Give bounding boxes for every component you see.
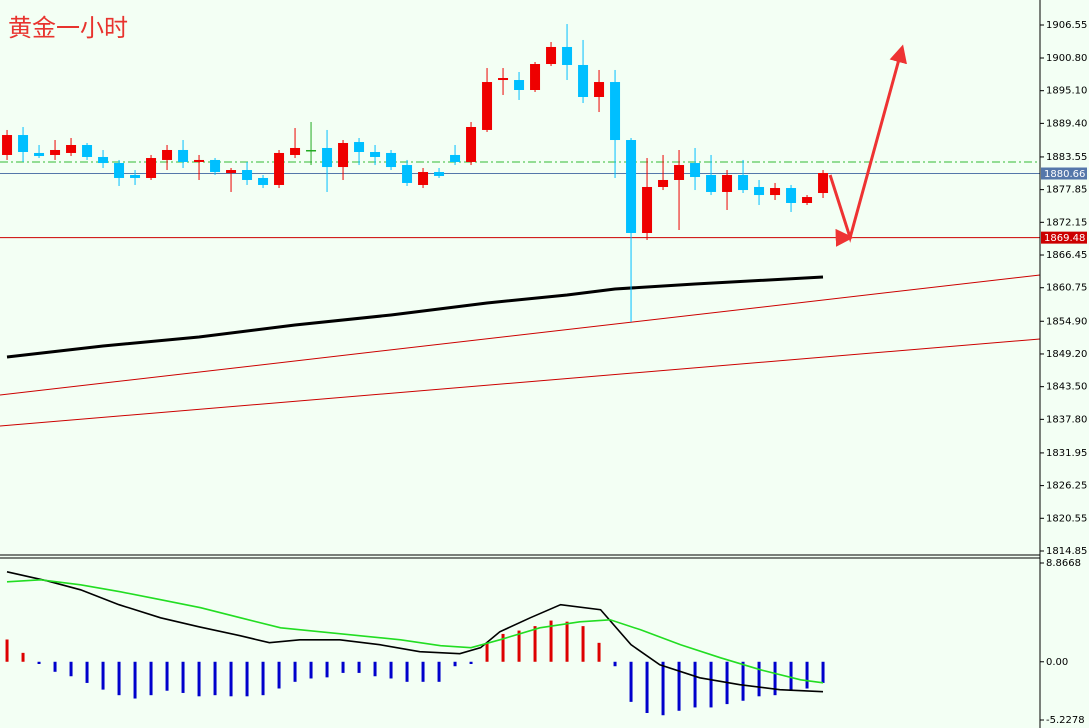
y-tick-label: 1837.80 bbox=[1046, 414, 1087, 425]
candle-body bbox=[450, 154, 461, 162]
candle-body bbox=[146, 158, 157, 178]
price-label: 1880.66 bbox=[1044, 169, 1085, 180]
candle-body bbox=[562, 46, 573, 65]
candle-body bbox=[674, 165, 685, 180]
y-tick-label: 1877.85 bbox=[1046, 185, 1087, 196]
y-tick-label: 1883.55 bbox=[1046, 152, 1087, 163]
candle-body bbox=[354, 142, 365, 152]
y-tick-label: 1826.25 bbox=[1046, 481, 1087, 492]
y-tick-label: 1895.10 bbox=[1046, 86, 1087, 97]
y-tick-label: 1831.95 bbox=[1046, 448, 1087, 459]
trendline bbox=[0, 274, 1041, 396]
y-tick-label: 1872.15 bbox=[1046, 217, 1087, 228]
candle-body bbox=[226, 170, 237, 173]
candle-body bbox=[386, 152, 397, 168]
candle-body bbox=[706, 175, 717, 192]
y-tick-label: 1849.20 bbox=[1046, 349, 1087, 360]
candle-body bbox=[178, 149, 189, 162]
candle-body bbox=[626, 140, 637, 233]
y-tick-label: 1906.55 bbox=[1046, 20, 1087, 31]
candle-body bbox=[594, 82, 605, 97]
price-label-box bbox=[1041, 231, 1087, 244]
candle-body bbox=[290, 147, 301, 155]
candle-body bbox=[610, 82, 621, 141]
candle-body bbox=[306, 149, 317, 152]
y-tick-label: 8.8668 bbox=[1046, 558, 1081, 569]
candle-body bbox=[162, 149, 173, 160]
candle-body bbox=[578, 64, 589, 97]
indicator-line bbox=[6, 571, 824, 693]
candle-body bbox=[418, 172, 429, 185]
candle-body bbox=[98, 156, 109, 164]
candle-body bbox=[194, 159, 205, 162]
candle-body bbox=[530, 64, 541, 90]
chart-title: 黄金一小时 bbox=[8, 14, 128, 42]
y-tick-label: 1866.45 bbox=[1046, 250, 1087, 261]
candle-body bbox=[514, 80, 525, 90]
candle-body bbox=[274, 152, 285, 185]
candle-body bbox=[322, 147, 333, 168]
candle-body bbox=[242, 170, 253, 180]
trendline bbox=[0, 338, 1041, 427]
candle-body bbox=[690, 163, 701, 178]
candle-body bbox=[466, 126, 477, 162]
candle-body bbox=[498, 78, 509, 81]
plot-layer: 1906.55 1900.80 1895.10 1889.40 1883.55 1877.… bbox=[0, 20, 1087, 726]
candle-body bbox=[770, 188, 781, 196]
candle-body bbox=[482, 82, 493, 130]
candle-body bbox=[802, 197, 813, 203]
price-label: 1869.48 bbox=[1044, 233, 1085, 244]
candle-body bbox=[2, 135, 13, 155]
y-tick-label: 1820.55 bbox=[1046, 513, 1087, 524]
candle-body bbox=[754, 186, 765, 196]
y-tick-label: 1814.85 bbox=[1046, 546, 1087, 557]
candle-body bbox=[66, 145, 77, 153]
candle-body bbox=[402, 165, 413, 183]
y-tick-label: 1854.90 bbox=[1046, 316, 1087, 327]
candle-body bbox=[18, 135, 29, 152]
price-label-box bbox=[1041, 167, 1087, 180]
candle-body bbox=[210, 159, 221, 173]
y-tick-label: -5.2278 bbox=[1046, 715, 1085, 726]
candle-body bbox=[818, 172, 829, 194]
candle-body bbox=[658, 179, 669, 187]
candle-body bbox=[738, 175, 749, 191]
candle-body bbox=[642, 186, 653, 233]
candle-body bbox=[82, 145, 93, 157]
candle-body bbox=[258, 177, 269, 185]
y-tick-label: 1900.80 bbox=[1046, 53, 1087, 64]
projection-arrow bbox=[828, 44, 907, 247]
indicator-line bbox=[6, 578, 824, 684]
candle-body bbox=[370, 151, 381, 157]
y-tick-label: 1889.40 bbox=[1046, 118, 1087, 129]
candle-body bbox=[130, 175, 141, 178]
y-tick-label: 0.00 bbox=[1046, 657, 1068, 668]
moving-average bbox=[6, 275, 824, 359]
candle-body bbox=[546, 46, 557, 65]
y-tick-label: 1843.50 bbox=[1046, 382, 1087, 393]
candle-body bbox=[34, 152, 45, 157]
candle-body bbox=[50, 149, 61, 155]
y-tick-label: 1860.75 bbox=[1046, 283, 1087, 294]
candle-body bbox=[722, 175, 733, 192]
candle-body bbox=[338, 142, 349, 168]
candle-body bbox=[434, 172, 445, 176]
candle-body bbox=[114, 163, 125, 178]
candle-body bbox=[786, 188, 797, 203]
